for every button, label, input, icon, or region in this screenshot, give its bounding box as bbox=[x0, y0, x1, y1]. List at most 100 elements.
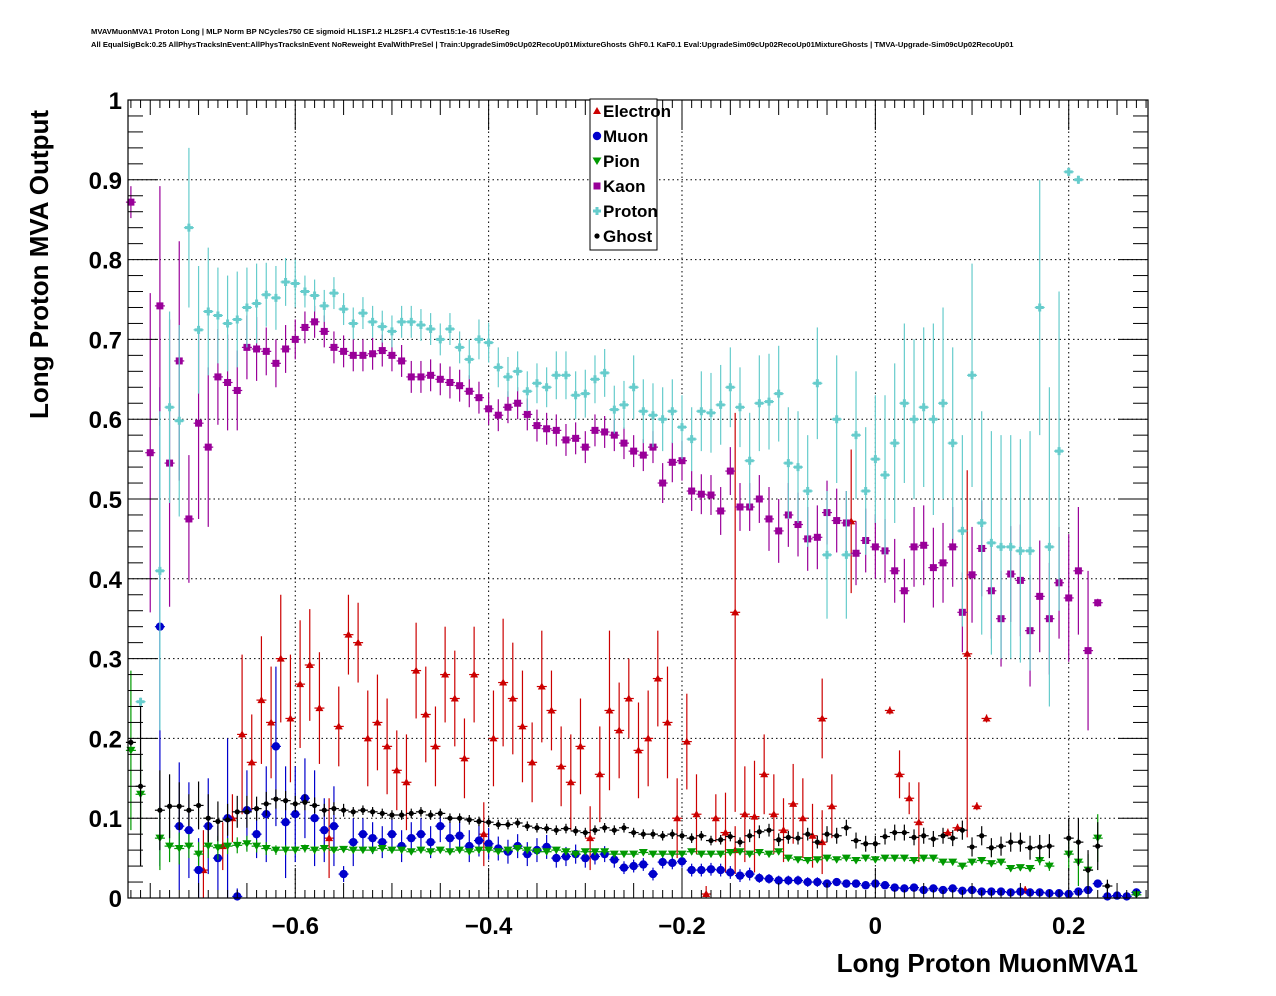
marker bbox=[638, 849, 648, 857]
marker bbox=[165, 403, 174, 412]
marker bbox=[315, 704, 324, 712]
marker bbox=[276, 654, 285, 662]
data-point bbox=[280, 766, 291, 879]
marker bbox=[421, 710, 430, 718]
data-point bbox=[880, 854, 891, 863]
marker bbox=[794, 521, 802, 529]
data-point bbox=[483, 817, 494, 827]
data-point bbox=[909, 829, 920, 846]
data-point bbox=[817, 678, 828, 759]
marker bbox=[921, 833, 927, 839]
data-point bbox=[183, 834, 194, 859]
marker bbox=[794, 463, 803, 472]
marker bbox=[344, 630, 353, 638]
marker bbox=[166, 803, 173, 809]
data-point bbox=[730, 412, 741, 812]
data-point bbox=[831, 877, 842, 887]
data-point bbox=[928, 323, 939, 515]
marker bbox=[436, 335, 445, 344]
marker bbox=[668, 858, 677, 868]
axis-ticks bbox=[128, 99, 1148, 899]
marker bbox=[272, 359, 280, 367]
data-point bbox=[280, 258, 291, 306]
marker bbox=[573, 828, 579, 834]
marker bbox=[1017, 839, 1023, 845]
data-point bbox=[889, 824, 900, 841]
marker bbox=[901, 829, 907, 836]
y-tick-label: 1 bbox=[109, 88, 122, 115]
marker bbox=[939, 399, 948, 408]
marker bbox=[590, 848, 600, 856]
marker bbox=[735, 848, 745, 856]
data-point bbox=[623, 658, 634, 739]
data-point bbox=[522, 821, 533, 831]
data-point bbox=[1063, 534, 1074, 662]
marker bbox=[963, 649, 972, 657]
marker bbox=[953, 823, 962, 831]
series-proton bbox=[135, 147, 1084, 731]
data-point bbox=[261, 842, 272, 855]
data-point bbox=[570, 826, 581, 836]
data-point bbox=[918, 505, 929, 586]
data-point bbox=[212, 801, 223, 842]
data-point bbox=[899, 558, 910, 623]
data-point bbox=[502, 846, 513, 855]
marker bbox=[721, 828, 730, 836]
data-point bbox=[628, 355, 639, 420]
data-point bbox=[357, 805, 368, 816]
marker bbox=[969, 844, 975, 850]
data-point bbox=[565, 734, 576, 831]
marker bbox=[387, 846, 397, 855]
data-point bbox=[338, 845, 349, 854]
y-tick-label: 0.1 bbox=[89, 806, 122, 833]
marker bbox=[252, 842, 262, 851]
marker bbox=[621, 825, 627, 831]
data-point bbox=[1044, 834, 1055, 859]
marker bbox=[348, 846, 358, 855]
data-point bbox=[720, 792, 731, 873]
data-point bbox=[261, 791, 272, 816]
marker bbox=[658, 857, 667, 867]
data-point bbox=[938, 522, 949, 603]
data-point bbox=[735, 869, 745, 883]
marker bbox=[697, 407, 706, 416]
marker bbox=[619, 850, 629, 859]
marker bbox=[542, 383, 551, 392]
marker bbox=[418, 809, 424, 815]
data-point bbox=[667, 850, 678, 859]
data-point bbox=[860, 854, 871, 863]
marker bbox=[489, 734, 498, 742]
marker bbox=[1006, 542, 1015, 551]
marker bbox=[441, 670, 450, 678]
marker bbox=[678, 457, 686, 465]
marker bbox=[552, 371, 561, 380]
marker bbox=[1094, 599, 1102, 607]
data-point bbox=[618, 850, 629, 859]
marker bbox=[484, 846, 494, 855]
data-point bbox=[435, 808, 446, 819]
data-point bbox=[618, 861, 629, 875]
data-point bbox=[976, 411, 987, 635]
data-point bbox=[406, 848, 417, 856]
marker bbox=[363, 734, 372, 742]
data-point bbox=[880, 828, 891, 845]
y-tick-label: 0.7 bbox=[89, 327, 122, 354]
data-point bbox=[425, 359, 436, 392]
data-point bbox=[725, 447, 736, 496]
marker bbox=[581, 853, 590, 863]
data-point bbox=[609, 825, 620, 835]
data-point bbox=[531, 848, 542, 856]
marker bbox=[765, 397, 774, 406]
data-point bbox=[275, 594, 286, 723]
marker bbox=[532, 848, 542, 856]
x-tick-label: −0.4 bbox=[465, 913, 513, 940]
marker bbox=[282, 345, 290, 353]
data-point bbox=[493, 347, 504, 388]
marker bbox=[813, 877, 822, 887]
marker bbox=[610, 405, 619, 414]
data-point bbox=[338, 293, 349, 326]
data-point bbox=[884, 706, 895, 715]
marker bbox=[775, 527, 783, 535]
marker bbox=[986, 860, 996, 868]
data-point bbox=[531, 363, 542, 404]
